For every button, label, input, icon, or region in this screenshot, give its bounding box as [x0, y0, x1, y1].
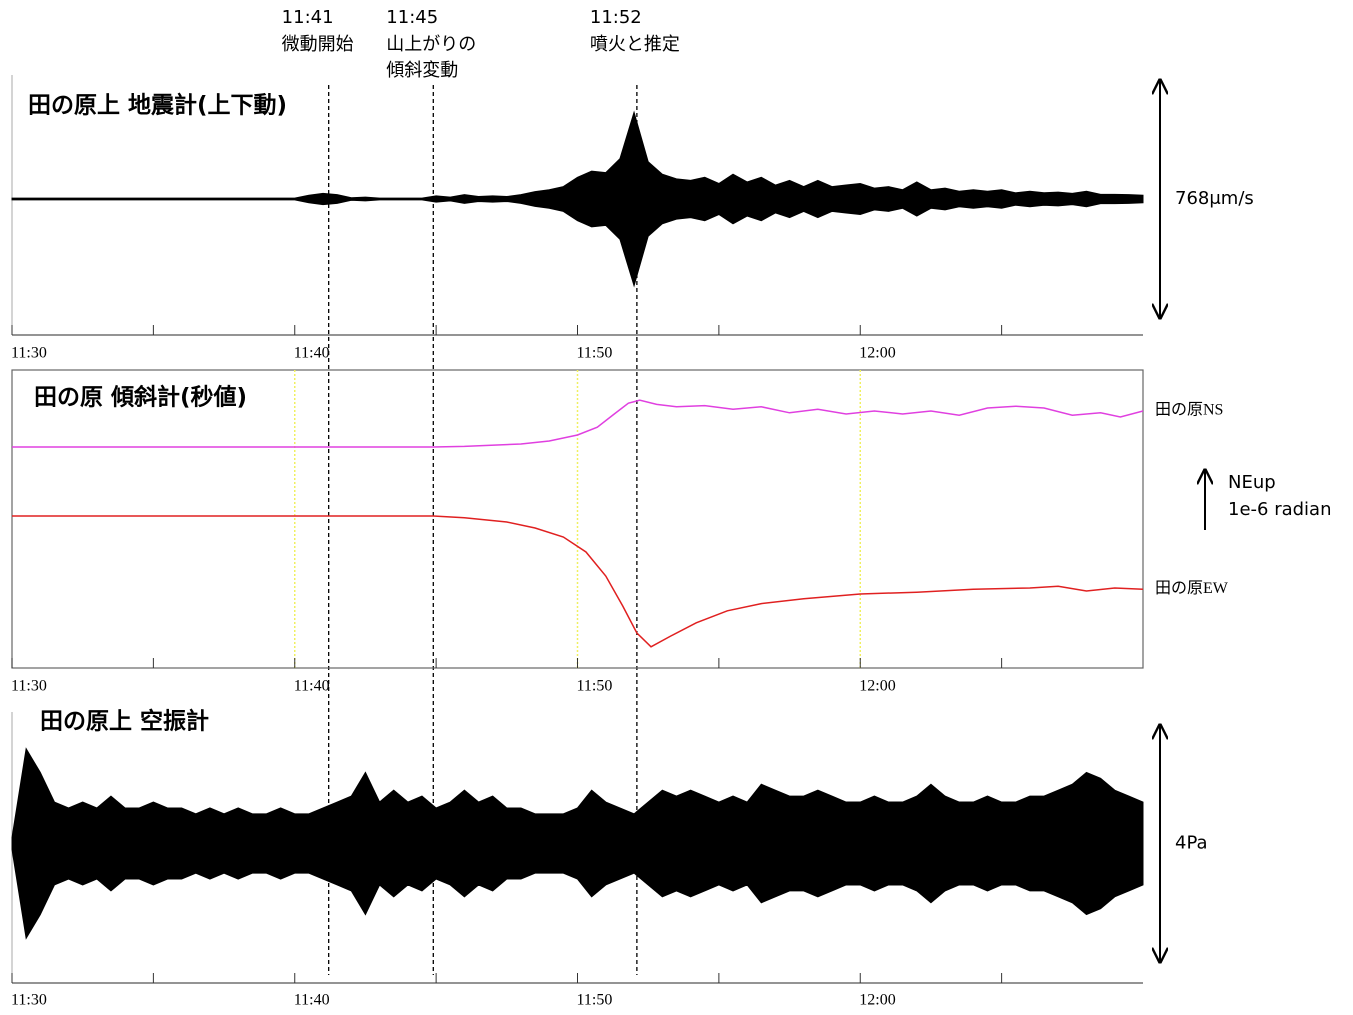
x-tick-label: 11:40: [294, 345, 330, 362]
event-label: 微動開始: [282, 34, 354, 55]
x-tick-label: 11:40: [294, 678, 330, 695]
legend-label: 田の原NS: [1155, 402, 1223, 419]
x-tick-label: 11:30: [11, 678, 47, 695]
x-tick-label: 11:50: [577, 992, 613, 1009]
event-time: 11:45: [386, 7, 438, 28]
event-label: 噴火と推定: [590, 34, 680, 55]
x-tick-label: 11:30: [11, 345, 47, 362]
waveform-envelope: [11, 747, 1144, 940]
waveform-envelope: [11, 110, 1144, 288]
x-tick-label: 11:50: [577, 678, 613, 695]
scale-label: 1e-6 radian: [1228, 499, 1332, 520]
x-tick-label: 11:40: [294, 992, 330, 1009]
x-tick-label: 11:50: [577, 345, 613, 362]
panel-title: 田の原上 空振計: [40, 708, 209, 735]
tilt-line: [12, 399, 1144, 448]
event-time: 11:41: [282, 7, 334, 28]
panel-title: 田の原上 地震計(上下動): [28, 92, 287, 119]
x-tick-label: 12:00: [859, 678, 895, 695]
scale-label: NEup: [1228, 472, 1276, 493]
panel-title: 田の原 傾斜計(秒値): [34, 384, 247, 411]
legend-label: 田の原EW: [1155, 580, 1229, 597]
scale-label: 768μm/s: [1175, 188, 1254, 209]
x-tick-label: 12:00: [859, 345, 895, 362]
event-time: 11:52: [590, 7, 642, 28]
x-tick-label: 12:00: [859, 992, 895, 1009]
tilt-line: [12, 515, 1144, 648]
event-label: 傾斜変動: [386, 60, 458, 81]
x-tick-label: 11:30: [11, 992, 47, 1009]
scale-label: 4Pa: [1175, 833, 1208, 854]
event-label: 山上がりの: [386, 34, 476, 55]
